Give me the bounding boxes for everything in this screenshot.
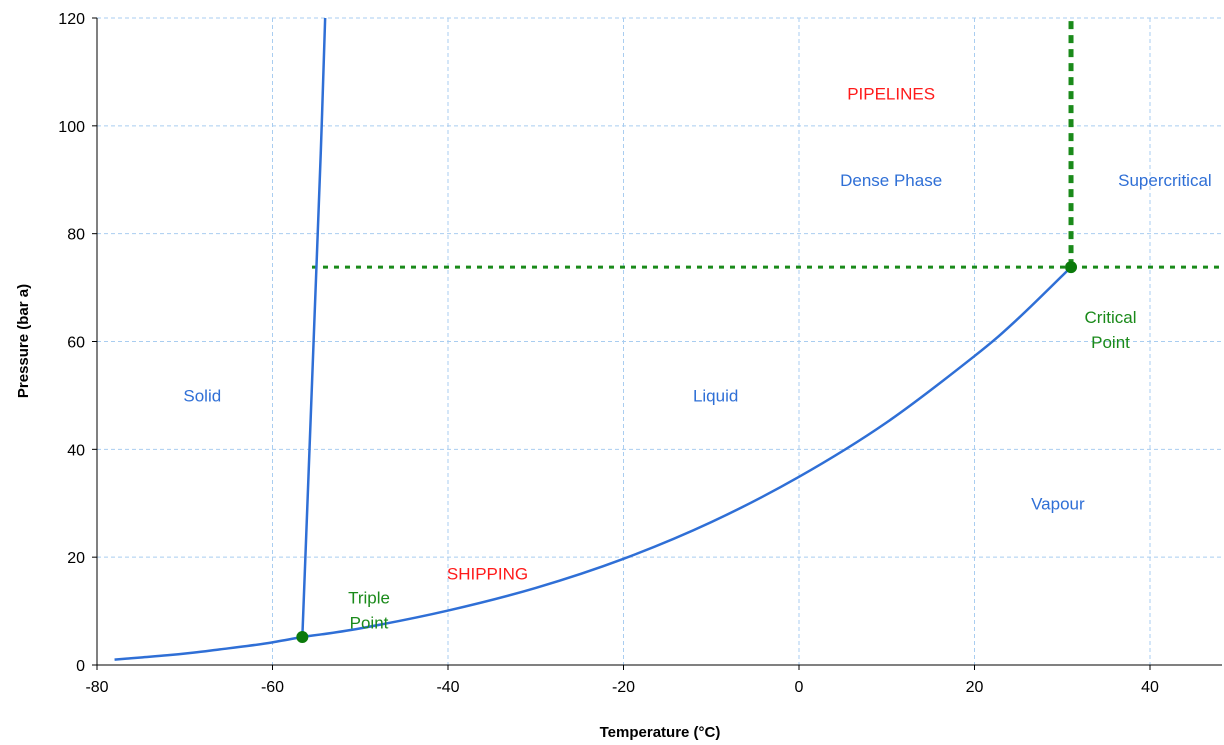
y-axis-title: Pressure (bar a) — [15, 284, 32, 398]
region-label: Supercritical — [1118, 171, 1212, 190]
x-tick-label: -20 — [612, 679, 635, 696]
x-tick-label: -40 — [436, 679, 459, 696]
region-label: Liquid — [693, 386, 738, 405]
grid — [97, 17, 1222, 665]
point-label-label: Triple Point — [348, 589, 390, 633]
y-tick-label: 20 — [67, 550, 85, 567]
y-tick-label: 80 — [67, 227, 85, 244]
transport-label: SHIPPING — [447, 564, 528, 583]
y-tick-label: 100 — [58, 119, 85, 136]
region-label: Vapour — [1031, 494, 1085, 513]
x-tick-label: 0 — [795, 679, 804, 696]
critical-point-marker — [1065, 261, 1078, 274]
axis-ticks: -80 -60 -40 -20 0 20 40 0 20 40 60 80 100 120 — [58, 11, 1159, 696]
y-tick-label: 40 — [67, 442, 85, 459]
x-tick-label: -60 — [261, 679, 284, 696]
region-label: Dense Phase — [840, 171, 942, 190]
point-label-label: Critical Point — [1085, 308, 1137, 352]
critical-reference-lines — [311, 18, 1221, 269]
sublimation-curve — [114, 635, 303, 661]
transport-label: PIPELINES — [847, 84, 935, 103]
x-axis-title: Temperature (°C) — [600, 724, 721, 741]
y-tick-label: 0 — [76, 658, 85, 675]
y-tick-label: 60 — [67, 335, 85, 352]
phase-boundary-curves — [114, 17, 1072, 661]
melting-curve — [301, 17, 327, 638]
x-tick-label: 20 — [966, 679, 984, 696]
region-label: Solid — [183, 386, 221, 405]
phase-points — [296, 261, 1078, 643]
x-tick-label: 40 — [1141, 679, 1159, 696]
x-tick-label: -80 — [85, 679, 108, 696]
triple-point-marker — [296, 630, 309, 643]
annotations: Solid Liquid Vapour Dense Phase Supercritica… — [183, 84, 1211, 632]
vaporization-curve — [302, 266, 1072, 639]
y-tick-label: 120 — [58, 11, 85, 28]
